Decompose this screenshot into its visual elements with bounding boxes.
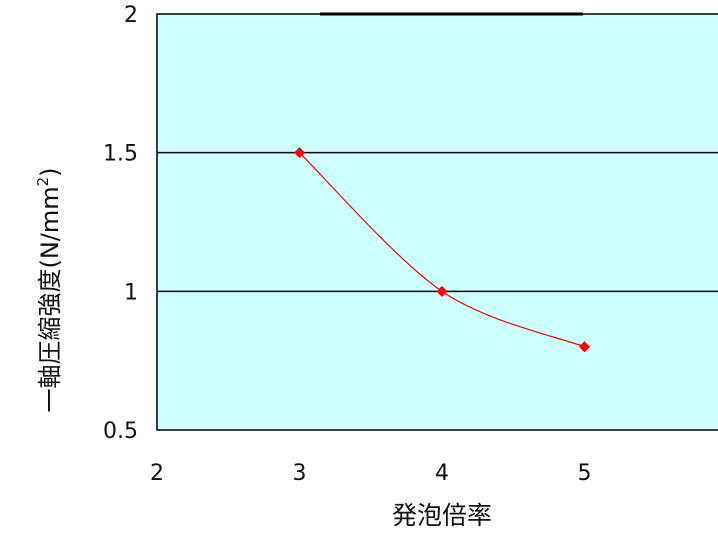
y-axis-label-close: ) xyxy=(36,167,64,176)
data-point xyxy=(294,147,305,159)
y-axis-ticks: 0.5 1 1.5 2 xyxy=(103,3,138,444)
data-point xyxy=(436,285,448,297)
x-axis-ticks: 2 3 4 5 xyxy=(150,461,592,486)
y-tick-label: 2 xyxy=(124,3,138,28)
x-tick-label: 2 xyxy=(150,461,164,486)
y-axis-label: 一軸圧縮強度(N/mm2) xyxy=(34,167,64,412)
x-tick-label: 3 xyxy=(293,461,307,486)
data-point xyxy=(579,341,590,353)
x-tick-label: 4 xyxy=(435,461,449,486)
series-points xyxy=(294,147,590,353)
x-axis-label: 発泡倍率 xyxy=(392,501,492,530)
y-axis-label-superscript: 2 xyxy=(34,177,52,187)
y-tick-label: 0.5 xyxy=(103,419,138,444)
y-tick-label: 1.5 xyxy=(103,142,138,167)
y-tick-label: 1 xyxy=(124,280,138,305)
x-tick-label: 5 xyxy=(578,461,592,486)
plot-area xyxy=(156,13,718,431)
